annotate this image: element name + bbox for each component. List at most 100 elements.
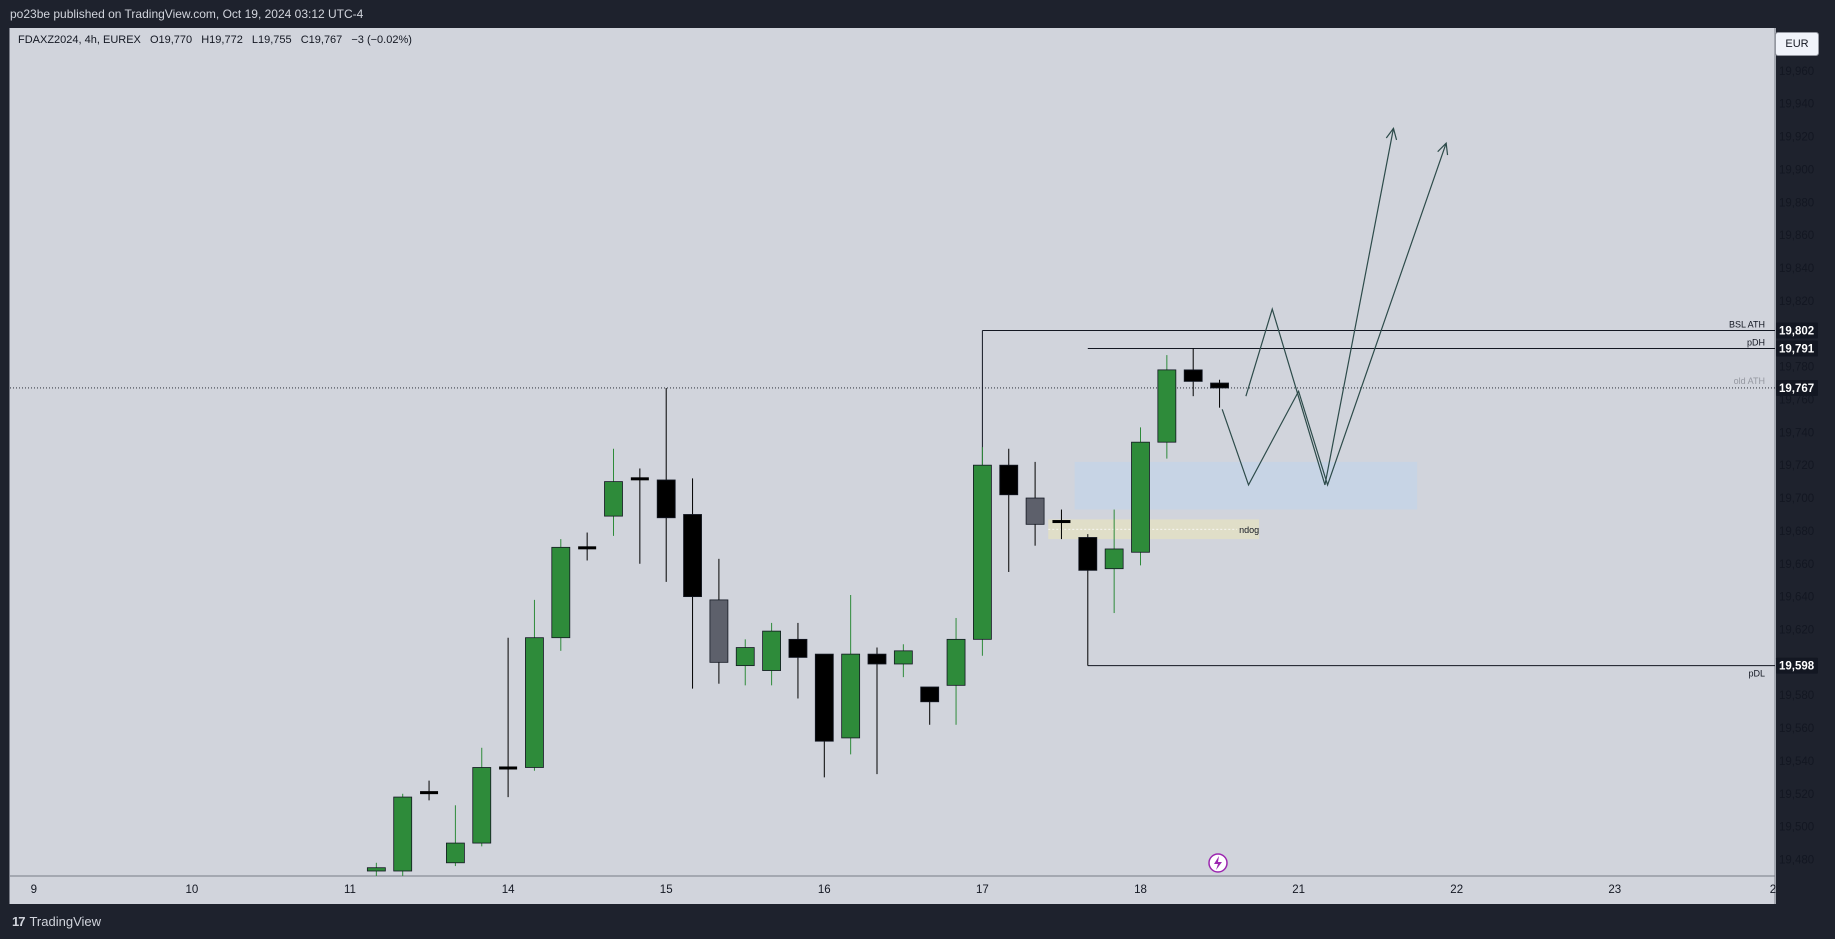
price-tag — [1776, 379, 1818, 396]
y-tick-label: 19,680 — [1779, 526, 1814, 538]
candle-body[interactable] — [1104, 548, 1124, 570]
candle-body[interactable] — [551, 546, 571, 639]
candle-body[interactable] — [709, 599, 729, 663]
candle-body[interactable] — [999, 464, 1019, 496]
x-tick-label: 10 — [186, 884, 199, 896]
price-tag — [1776, 340, 1818, 357]
x-tick-label: 22 — [1450, 884, 1463, 896]
ndog-label: ndog — [1239, 525, 1259, 535]
candle-body[interactable] — [499, 766, 518, 770]
candle-body[interactable] — [946, 638, 966, 686]
y-tick-label: 19,500 — [1779, 822, 1814, 834]
candle-body[interactable] — [1025, 497, 1045, 525]
chart-pane[interactable] — [9, 28, 1776, 904]
y-tick-label: 19,860 — [1779, 230, 1814, 242]
brand-name: TradingView — [29, 914, 102, 929]
y-tick-label: 19,900 — [1779, 164, 1814, 176]
projection-arrowhead-1 — [1385, 127, 1398, 141]
legend-high: H19,772 — [201, 34, 243, 46]
y-tick-label: 19,920 — [1779, 132, 1814, 144]
plot-area: ndog — [10, 127, 1775, 876]
x-tick-label: 9 — [31, 884, 37, 896]
projection-path-1[interactable] — [1245, 128, 1395, 486]
y-tick-label: 19,480 — [1779, 855, 1814, 867]
candle-body[interactable] — [604, 481, 623, 517]
price-tag — [1776, 322, 1818, 339]
legend-low: L19,755 — [251, 34, 292, 46]
price-tag-label: 19,791 — [1779, 344, 1815, 356]
candle-body[interactable] — [735, 647, 755, 667]
price-tag-label: 19,767 — [1779, 383, 1814, 395]
y-tick-label: 19,640 — [1779, 592, 1814, 604]
legend-open: O19,770 — [149, 34, 193, 46]
y-tick-label: 19,780 — [1779, 362, 1814, 374]
publisher-text: po23be published on TradingView.com, Oct… — [10, 7, 364, 21]
legend-change: −3 (−0.02%) — [351, 34, 412, 46]
legend-symbol: FDAXZ2024, 4h, EUREX — [18, 34, 141, 46]
y-tick-label: 19,880 — [1779, 197, 1814, 209]
x-tick-label: 14 — [502, 884, 515, 896]
candle-body[interactable] — [867, 653, 887, 665]
y-tick-label: 19,820 — [1779, 296, 1814, 308]
candle-body[interactable] — [1183, 369, 1203, 382]
legend-close: C19,767 — [300, 34, 343, 46]
tradingview-logo-icon: 17 — [12, 914, 26, 929]
y-tick-label: 19,840 — [1779, 263, 1814, 275]
candle-body[interactable] — [1210, 382, 1229, 389]
candle-body[interactable] — [1131, 441, 1150, 553]
candle-body[interactable] — [393, 796, 413, 872]
old-ath-label: old ATH — [1734, 376, 1765, 386]
x-tick-label: 17 — [976, 884, 989, 896]
price-tag-label: 19,598 — [1779, 661, 1815, 673]
candle-body[interactable] — [578, 546, 597, 550]
candle-body[interactable] — [893, 650, 913, 665]
candle-body[interactable] — [920, 686, 940, 703]
candle-body[interactable] — [630, 477, 649, 481]
candle-body[interactable] — [1157, 369, 1177, 443]
y-tick-label: 19,760 — [1779, 394, 1814, 406]
y-tick-label: 19,520 — [1779, 789, 1814, 801]
price-tag — [1776, 657, 1818, 674]
candle-body[interactable] — [420, 791, 439, 795]
projection-path-2[interactable] — [1221, 142, 1447, 487]
x-tick-label: 15 — [660, 884, 673, 896]
y-tick-label: 19,560 — [1779, 723, 1814, 735]
candle-body[interactable] — [762, 630, 781, 671]
candle-body[interactable] — [366, 867, 386, 872]
y-tick-label: 19,620 — [1779, 624, 1814, 636]
candle-body[interactable] — [445, 842, 465, 864]
candle-body[interactable] — [656, 479, 676, 519]
candle-body[interactable] — [525, 637, 544, 768]
y-tick-label: 19,740 — [1779, 427, 1814, 439]
candle-body[interactable] — [841, 653, 861, 739]
candle-body[interactable] — [472, 767, 492, 844]
x-tick-label: 16 — [818, 884, 831, 896]
candle-body[interactable] — [814, 653, 834, 742]
candle-body[interactable] — [788, 638, 808, 658]
lightning-bolt-icon — [1214, 856, 1222, 870]
y-tick-label: 19,940 — [1779, 99, 1814, 111]
footer-bar: 17 TradingView — [0, 904, 1835, 939]
y-tick-label: 19,580 — [1779, 690, 1814, 702]
level-label: pDH — [1747, 338, 1765, 348]
tradingview-brand[interactable]: 17 TradingView — [12, 904, 101, 939]
publisher-bar: po23be published on TradingView.com, Oct… — [0, 0, 1835, 28]
y-tick-label: 19,720 — [1779, 460, 1814, 472]
candle-body[interactable] — [683, 514, 702, 598]
level-label: pDL — [1748, 669, 1765, 679]
demand-zone-zone — [1074, 461, 1418, 510]
x-tick-label: 18 — [1134, 884, 1147, 896]
x-tick-label: 23 — [1608, 884, 1621, 896]
level-label: BSL ATH — [1729, 319, 1765, 329]
symbol-legend: FDAXZ2024, 4h, EUREX O19,770 H19,772 L19… — [18, 34, 418, 46]
x-tick-label: 21 — [1292, 884, 1305, 896]
price-tag-label: 19,802 — [1779, 325, 1814, 337]
currency-button[interactable]: EUR — [1775, 32, 1819, 56]
candle-body[interactable] — [1078, 537, 1098, 571]
candle-body[interactable] — [973, 464, 992, 640]
candle-body[interactable] — [1052, 520, 1071, 524]
y-tick-label: 19,700 — [1779, 493, 1814, 505]
y-tick-label: 19,960 — [1779, 66, 1814, 78]
x-tick-label: 11 — [344, 884, 356, 896]
